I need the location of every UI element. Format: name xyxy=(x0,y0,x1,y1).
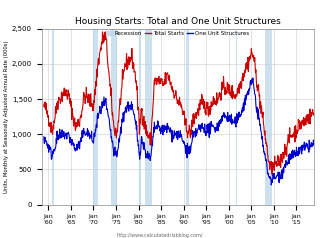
Bar xyxy=(145,29,152,205)
Bar xyxy=(52,29,54,205)
Legend: Recession, Total Starts, One Unit Structures: Recession, Total Starts, One Unit Struct… xyxy=(106,31,249,36)
Bar xyxy=(265,29,272,205)
Bar xyxy=(186,29,189,205)
Bar xyxy=(111,29,117,205)
Title: Housing Starts: Total and One Unit Structures: Housing Starts: Total and One Unit Struc… xyxy=(75,17,280,26)
Y-axis label: Units, Monthly at Seasonally Adjusted Annual Rate (000s): Units, Monthly at Seasonally Adjusted An… xyxy=(4,40,9,193)
Bar xyxy=(236,29,237,205)
Bar xyxy=(139,29,141,205)
Text: http://www.calculatedriskblog.com/: http://www.calculatedriskblog.com/ xyxy=(117,233,203,238)
Bar xyxy=(93,29,98,205)
